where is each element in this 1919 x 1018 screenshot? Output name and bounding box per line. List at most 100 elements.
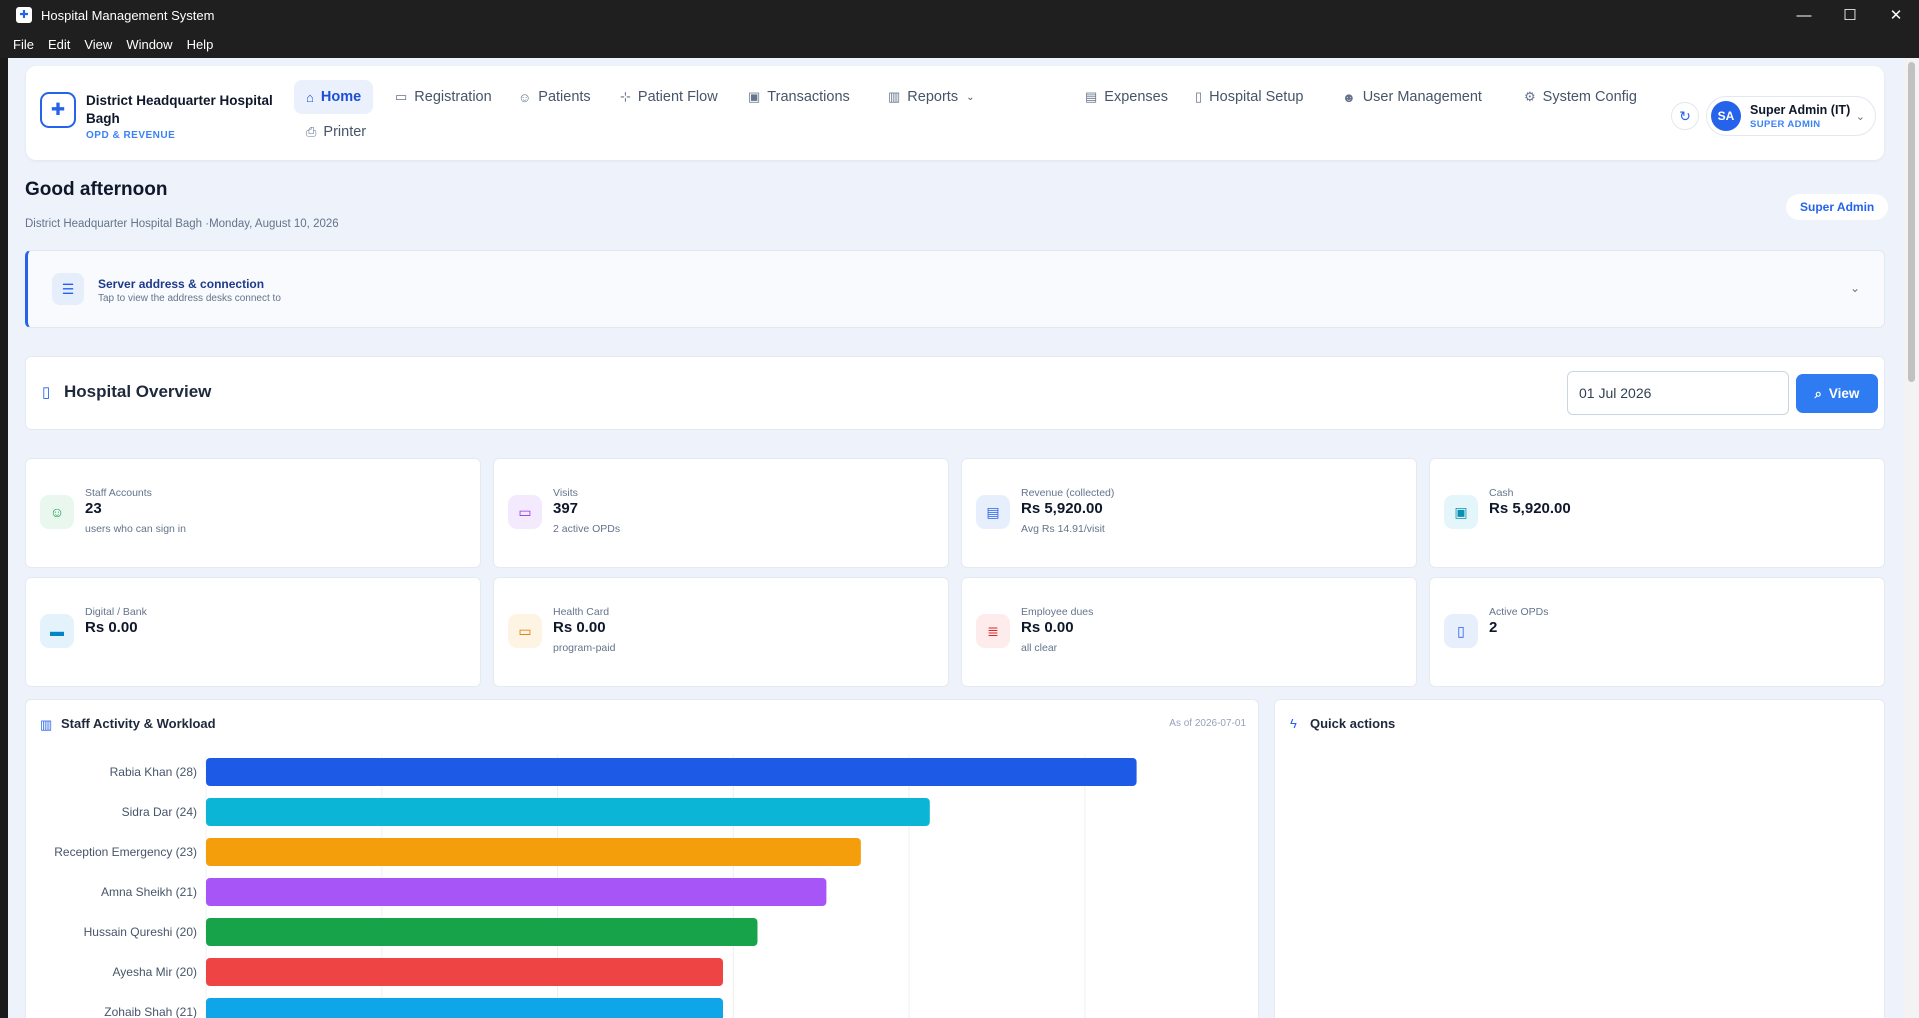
users-icon: ☺ [518, 89, 532, 105]
users-icon: ☺ [40, 495, 74, 529]
credit-card-icon: ▬ [40, 614, 74, 648]
bar-chart-icon: ▥ [40, 717, 53, 732]
stat-card: ▯ Active OPDs 2 [1429, 577, 1885, 687]
stat-value: Rs 0.00 [1021, 619, 1074, 636]
lightning-icon: ϟ [1290, 716, 1297, 731]
id-card-icon: ▭ [508, 614, 542, 648]
nav-patients[interactable]: ☺ Patients [518, 89, 591, 105]
nav-printer[interactable]: ⎙ Printer [306, 124, 367, 140]
avatar: SA [1711, 101, 1741, 131]
menu-help[interactable]: Help [186, 36, 214, 52]
brand-subtitle: OPD & REVENUE [86, 130, 176, 141]
menu-edit[interactable]: Edit [47, 36, 71, 52]
stat-card: ▭ Visits 397 2 active OPDs [493, 458, 949, 568]
window-title: Hospital Management System [41, 7, 215, 23]
server-connection-card[interactable]: ☰ Server address & connection Tap to vie… [25, 250, 1885, 328]
stat-card: ▭ Health Card Rs 0.00 program-paid [493, 577, 949, 687]
chevron-down-icon[interactable]: ⌄ [1849, 281, 1860, 295]
nav-patient-flow[interactable]: ⊹ Patient Flow [620, 89, 718, 105]
stat-hint: users who can sign in [85, 523, 186, 535]
stat-hint: Avg Rs 14.91/visit [1021, 523, 1105, 535]
stat-label: Employee dues [1021, 606, 1094, 618]
user-role: SUPER ADMIN [1750, 118, 1821, 130]
search-icon: ⌕ [1814, 385, 1822, 401]
menubar: File Edit View Window Help [0, 30, 1919, 58]
bar-amna-sheikh[interactable] [206, 878, 827, 906]
receipt-icon: ≣ [976, 614, 1010, 648]
refresh-button[interactable]: ↻ [1671, 102, 1699, 130]
bar-label: Rabia Khan (28) [110, 765, 197, 779]
stat-hint: 2 active OPDs [553, 523, 621, 535]
stat-value: Rs 5,920.00 [1489, 500, 1571, 517]
nav-transactions[interactable]: ▣ Transactions [748, 89, 850, 105]
stat-card: ▣ Cash Rs 5,920.00 [1429, 458, 1885, 568]
nav-home[interactable]: ⌂ Home [294, 80, 374, 114]
close-icon[interactable]: ✕ [1889, 7, 1903, 24]
date-input[interactable]: 01 Jul 2026 [1567, 371, 1789, 415]
chevron-down-icon: ⌄ [966, 91, 975, 103]
menu-file[interactable]: File [13, 36, 34, 52]
server-subtitle: Tap to view the address desks connect to [98, 293, 281, 304]
server-icon: ☰ [52, 273, 84, 305]
user-menu[interactable]: SA Super Admin (IT) SUPER ADMIN ⌄ [1706, 96, 1876, 136]
stat-value: 397 [553, 500, 579, 517]
bar-label: Zohaib Shah (21) [104, 1005, 197, 1018]
scrollbar-thumb[interactable] [1908, 62, 1915, 382]
app-surface: ✚ District Headquarter Hospital Bagh OPD… [8, 58, 1904, 1018]
activity-title: Staff Activity & Workload [61, 716, 216, 731]
stat-label: Revenue (collected) [1021, 487, 1115, 499]
activity-as-of: As of 2026-07-01 [1169, 718, 1246, 729]
stat-label: Health Card [553, 606, 610, 618]
home-icon: ⌂ [306, 89, 314, 105]
banknote-icon: ▣ [1444, 495, 1478, 529]
stat-card: ≣ Employee dues Rs 0.00 all clear [961, 577, 1417, 687]
banknote-icon: ▣ [748, 89, 761, 104]
bar-zohaib-shah[interactable] [206, 998, 723, 1018]
bar-label: Hussain Qureshi (20) [84, 925, 197, 939]
bar-label: Amna Sheikh (21) [101, 885, 197, 899]
bar-hussain-qureshi[interactable] [206, 918, 758, 946]
staff-activity-chart: Rabia Khan (28) Sidra Dar (24) Reception E… [54, 755, 1137, 1018]
stat-card: ▬ Digital / Bank Rs 0.00 [25, 577, 481, 687]
menu-window[interactable]: Window [126, 36, 173, 52]
stat-hint: all clear [1021, 642, 1058, 654]
overview-title: Hospital Overview [64, 382, 212, 401]
bar-label: Reception Emergency (23) [54, 845, 197, 859]
view-button[interactable]: ⌕ View [1796, 374, 1878, 413]
stat-value: Rs 0.00 [553, 619, 606, 636]
refresh-icon: ↻ [1679, 107, 1691, 124]
staff-activity-card: Rabia Khan (28) Sidra Dar (24) Reception E… [25, 699, 1259, 1018]
nav-reports[interactable]: ▥ Reports ⌄ [888, 89, 975, 105]
stat-label: Staff Accounts [85, 487, 152, 499]
flow-icon: ⊹ [620, 89, 631, 104]
scrollbar[interactable] [1904, 58, 1919, 1018]
brand-name: District Headquarter Hospital Bagh [86, 93, 273, 126]
ticket-icon: ▭ [508, 495, 542, 529]
brand[interactable]: ✚ District Headquarter Hospital Bagh OPD… [40, 92, 276, 141]
nav-registration[interactable]: ▭ Registration [395, 89, 492, 105]
nav-expenses[interactable]: ▤ Expenses [1085, 89, 1168, 105]
maximize-icon[interactable]: ☐ [1843, 7, 1857, 24]
minimize-icon[interactable]: — [1796, 6, 1812, 24]
menu-view[interactable]: View [84, 36, 113, 52]
bar-ayesha-mir[interactable] [206, 958, 723, 986]
nav-hospital-setup[interactable]: ▯ Hospital Setup [1195, 89, 1304, 105]
bar-sidra-dar[interactable] [206, 798, 930, 826]
bar-chart-icon: ▥ [888, 89, 901, 104]
bar-rabia-khan[interactable] [206, 758, 1137, 786]
stat-label: Digital / Bank [85, 606, 147, 618]
window-titlebar: ✚ Hospital Management System — ☐ ✕ [0, 0, 1919, 30]
user-name: Super Admin (IT) [1750, 102, 1851, 117]
server-title: Server address & connection [98, 277, 265, 291]
nav-user-management[interactable]: ☻ User Management [1342, 89, 1482, 105]
app-icon: ✚ [16, 7, 32, 23]
nav-system-config[interactable]: ⚙ System Config [1524, 89, 1637, 105]
stat-value: Rs 5,920.00 [1021, 500, 1103, 517]
gear-icon: ⚙ [1524, 89, 1536, 104]
top-header: ✚ District Headquarter Hospital Bagh OPD… [26, 66, 1884, 160]
quick-actions-title: Quick actions [1310, 716, 1396, 731]
stat-value: 23 [85, 500, 102, 517]
user-cog-icon: ☻ [1342, 89, 1356, 105]
bar-reception-emergency[interactable] [206, 838, 861, 866]
bar-label: Ayesha Mir (20) [113, 965, 197, 979]
